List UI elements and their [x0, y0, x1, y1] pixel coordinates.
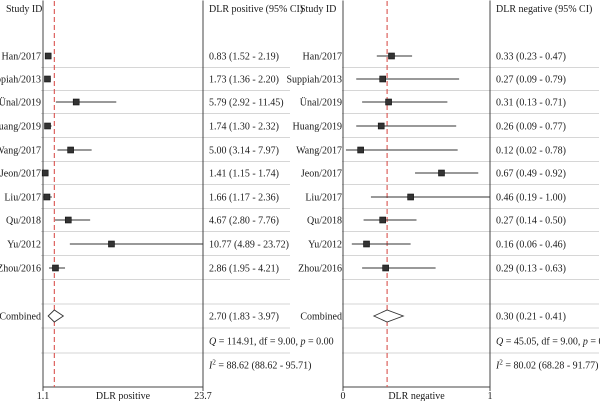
x-tick-label: 1 [488, 391, 493, 401]
i2-statistic: I2 = 80.02 (68.28 - 91.77) [495, 359, 598, 372]
point-estimate [108, 240, 115, 248]
study-estimate-text: 0.31 (0.13 - 0.71) [496, 98, 566, 109]
combined-label: Combined [0, 312, 41, 323]
study-label: Yu/2012 [7, 240, 41, 251]
x-axis-label: DLR negative [388, 391, 445, 401]
study-id-header: Study ID [6, 4, 42, 15]
study-estimate-text: 1.41 (1.15 - 1.74) [209, 169, 279, 180]
point-estimate [43, 193, 51, 201]
study-estimate-text: 0.29 (0.13 - 0.63) [496, 264, 566, 275]
study-estimate-text: 5.00 (3.14 - 7.97) [209, 146, 279, 157]
point-estimate [67, 146, 74, 154]
study-label: Qu/2018 [6, 216, 41, 227]
study-label: Yu/2012 [308, 240, 342, 251]
combined-estimate-text: 2.70 (1.83 - 3.97) [209, 312, 279, 323]
study-estimate-text: 10.77 (4.89 - 23.72) [209, 240, 289, 251]
combined-diamond [372, 309, 405, 323]
study-estimate-text: 0.12 (0.02 - 0.78) [496, 146, 566, 157]
point-estimate [44, 122, 51, 130]
point-estimate [382, 264, 389, 272]
study-estimate-text: 0.46 (0.19 - 1.00) [496, 193, 566, 204]
study-label: Liu/2017 [305, 193, 342, 204]
study-label: Suppiah/2013 [286, 75, 342, 86]
study-label: Liu/2017 [4, 193, 41, 204]
x-tick-label: 0 [341, 391, 346, 401]
study-label: Suppiah/2013 [0, 75, 41, 86]
point-estimate [41, 169, 49, 177]
study-label: Han/2017 [303, 52, 342, 63]
point-estimate [357, 146, 364, 154]
study-estimate-text: 0.27 (0.09 - 0.79) [496, 75, 566, 86]
point-estimate [379, 75, 386, 83]
point-estimate [407, 193, 414, 201]
point-estimate [385, 98, 392, 106]
study-label: Zhou/2016 [0, 264, 41, 275]
i2-statistic: I2 = 88.62 (88.62 - 95.71) [208, 359, 311, 372]
study-estimate-text: 0.16 (0.06 - 0.46) [496, 240, 566, 251]
study-estimate-text: 1.73 (1.36 - 2.20) [209, 75, 279, 86]
study-label: Wang/2017 [296, 146, 342, 157]
study-estimate-text: 2.86 (1.95 - 4.21) [209, 264, 279, 275]
study-id-header: Study ID [300, 4, 336, 15]
point-estimate [388, 52, 395, 60]
point-estimate [52, 264, 59, 272]
study-estimate-text: 0.26 (0.09 - 0.77) [496, 122, 566, 133]
study-label: Qu/2018 [307, 216, 342, 227]
effect-header: DLR positive (95% CI) [209, 4, 303, 15]
point-estimate [44, 75, 51, 83]
study-estimate-text: 1.66 (1.17 - 2.36) [209, 193, 279, 204]
study-label: Ünal/2019 [0, 97, 41, 109]
forest-panel-left: Study ID DLR positive (95% CI)Han/2017 0.8… [0, 0, 334, 401]
forest-panel-right: Study ID DLR negative (95% CI) Han/2017 0.3… [286, 0, 600, 401]
study-estimate-text: 5.79 (2.92 - 11.45) [209, 98, 284, 109]
q-statistic: Q = 114.91, df = 9.00, p = 0.00 [209, 337, 334, 348]
study-label: Jeon/2017 [301, 169, 342, 180]
study-label: Ünal/2019 [300, 97, 342, 109]
study-estimate-text: 0.27 (0.14 - 0.50) [496, 216, 566, 227]
x-tick-label: 1.1 [37, 391, 50, 401]
study-label: Wang/2017 [0, 146, 41, 157]
point-estimate [379, 216, 386, 224]
point-estimate [363, 240, 370, 248]
point-estimate [438, 169, 445, 177]
study-estimate-text: 0.33 (0.23 - 0.47) [496, 52, 566, 63]
point-estimate [64, 216, 72, 224]
study-estimate-text: 0.83 (1.52 - 2.19) [209, 52, 279, 63]
x-tick-label: 23.7 [194, 391, 212, 401]
study-label: Han/2017 [2, 52, 41, 63]
study-label: Huang/2019 [0, 122, 41, 133]
combined-estimate-text: 0.30 (0.21 - 0.41) [496, 312, 566, 323]
study-label: Huang/2019 [293, 122, 342, 133]
effect-header: DLR negative (95% CI) [496, 4, 592, 15]
point-estimate [72, 98, 80, 106]
point-estimate [377, 122, 385, 130]
q-statistic: Q = 45.05, df = 9.00, p = 0.00 [496, 337, 600, 348]
study-label: Jeon/2017 [0, 169, 41, 180]
study-estimate-text: 4.67 (2.80 - 7.76) [209, 216, 279, 227]
combined-diamond [47, 309, 65, 323]
study-label: Zhou/2016 [298, 264, 342, 275]
study-estimate-text: 1.74 (1.30 - 2.32) [209, 122, 279, 133]
combined-label: Combined [300, 312, 342, 323]
x-axis-label: DLR positive [96, 391, 151, 401]
point-estimate [44, 52, 52, 60]
study-estimate-text: 0.67 (0.49 - 0.92) [496, 169, 566, 180]
